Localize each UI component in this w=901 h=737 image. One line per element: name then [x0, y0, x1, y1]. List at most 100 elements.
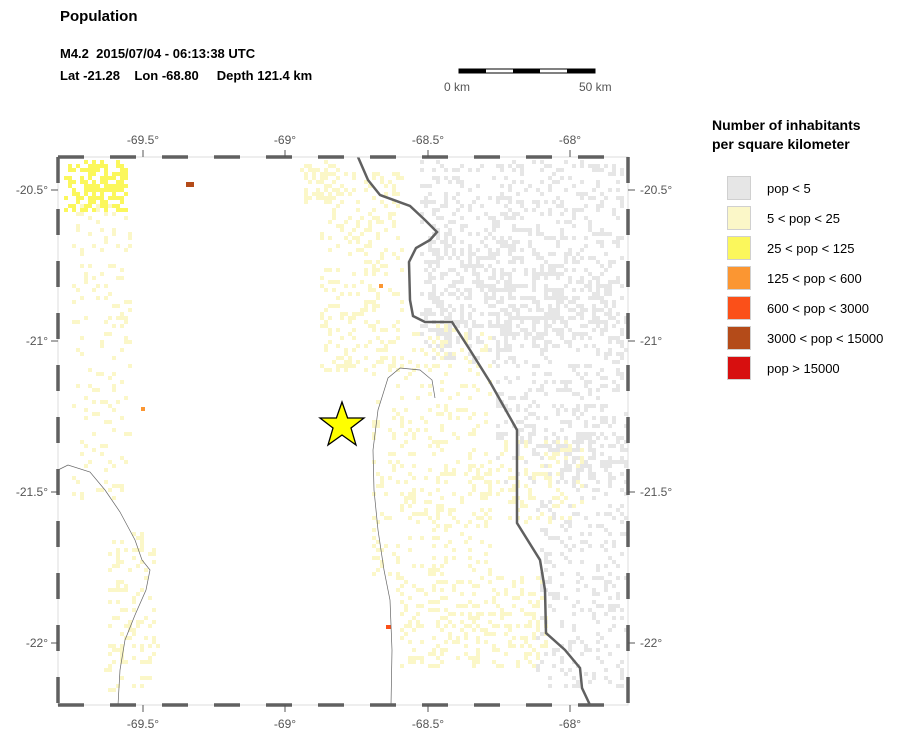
population-cell	[524, 328, 528, 332]
population-cell	[556, 436, 560, 440]
population-cell	[572, 236, 576, 240]
lat-tick-label: -20.5°	[16, 183, 48, 197]
population-cell	[604, 312, 608, 316]
population-cell	[576, 472, 580, 476]
population-cell	[508, 312, 512, 316]
population-cell	[400, 628, 404, 632]
population-cell	[104, 188, 108, 192]
population-cell	[588, 456, 592, 460]
population-cell	[536, 668, 540, 672]
population-cell	[112, 172, 116, 176]
population-cell	[524, 444, 528, 448]
population-cell	[400, 504, 404, 508]
population-cell	[432, 664, 436, 668]
population-cell	[604, 196, 608, 200]
population-cell	[624, 424, 628, 428]
population-cell	[500, 488, 504, 492]
population-cell	[444, 248, 448, 252]
population-cell	[476, 276, 480, 280]
population-cell	[80, 180, 84, 184]
population-cell	[444, 192, 448, 196]
population-cell	[536, 304, 540, 308]
population-cell	[440, 628, 444, 632]
population-cell	[384, 272, 388, 276]
population-cell	[436, 480, 440, 484]
population-cell	[504, 204, 508, 208]
population-cell	[612, 624, 616, 628]
population-cell	[400, 492, 404, 496]
population-cell	[604, 420, 608, 424]
population-cell	[320, 176, 324, 180]
population-cell	[520, 172, 524, 176]
population-cell	[380, 256, 384, 260]
population-cell	[328, 236, 332, 240]
population-cell	[496, 344, 500, 348]
population-cell	[576, 464, 580, 468]
population-cell	[364, 344, 368, 348]
population-cell	[536, 308, 540, 312]
population-cell	[528, 492, 532, 496]
population-cell	[432, 276, 436, 280]
population-cell	[100, 196, 104, 200]
population-cell	[508, 200, 512, 204]
population-cell	[412, 332, 416, 336]
population-cell	[564, 208, 568, 212]
population-cell	[524, 416, 528, 420]
population-cell	[88, 384, 92, 388]
population-cell	[336, 368, 340, 372]
population-cell	[120, 644, 124, 648]
population-cell	[604, 644, 608, 648]
population-cell	[536, 636, 540, 640]
population-cell	[512, 216, 516, 220]
population-cell	[544, 560, 548, 564]
population-cell	[560, 332, 564, 336]
population-cell	[548, 360, 552, 364]
population-cell	[564, 324, 568, 328]
population-cell	[508, 272, 512, 276]
population-cell	[444, 468, 448, 472]
population-cell	[460, 224, 464, 228]
population-cell	[104, 332, 108, 336]
population-cell	[436, 608, 440, 612]
population-cell	[492, 324, 496, 328]
population-cell	[568, 468, 572, 472]
population-cell	[488, 468, 492, 472]
population-cell	[508, 208, 512, 212]
population-cell	[356, 312, 360, 316]
population-cell	[320, 192, 324, 196]
population-cell	[376, 568, 380, 572]
population-cell	[352, 316, 356, 320]
population-cell	[512, 356, 516, 360]
population-cell	[596, 564, 600, 568]
population-cell	[104, 284, 108, 288]
population-cell	[568, 516, 572, 520]
population-cell	[476, 388, 480, 392]
population-cell	[148, 624, 152, 628]
population-cell	[556, 452, 560, 456]
population-cell	[356, 240, 360, 244]
population-cell	[436, 364, 440, 368]
population-cell	[580, 288, 584, 292]
population-cell	[584, 672, 588, 676]
population-cell	[572, 268, 576, 272]
population-cell	[556, 244, 560, 248]
population-cell	[584, 204, 588, 208]
population-cell	[88, 368, 92, 372]
population-cell	[508, 304, 512, 308]
population-cell	[400, 576, 404, 580]
population-cell	[376, 348, 380, 352]
population-cell	[620, 328, 624, 332]
population-cell	[588, 380, 592, 384]
population-cell	[456, 296, 460, 300]
population-cell	[520, 576, 524, 580]
population-cell	[524, 612, 528, 616]
population-cell	[616, 664, 620, 668]
population-cell	[112, 564, 116, 568]
population-cell	[424, 352, 428, 356]
population-cell	[464, 604, 468, 608]
population-cell	[116, 188, 120, 192]
population-cell	[516, 404, 520, 408]
population-cell	[432, 288, 436, 292]
population-cell	[372, 328, 376, 332]
population-cell	[140, 532, 144, 536]
